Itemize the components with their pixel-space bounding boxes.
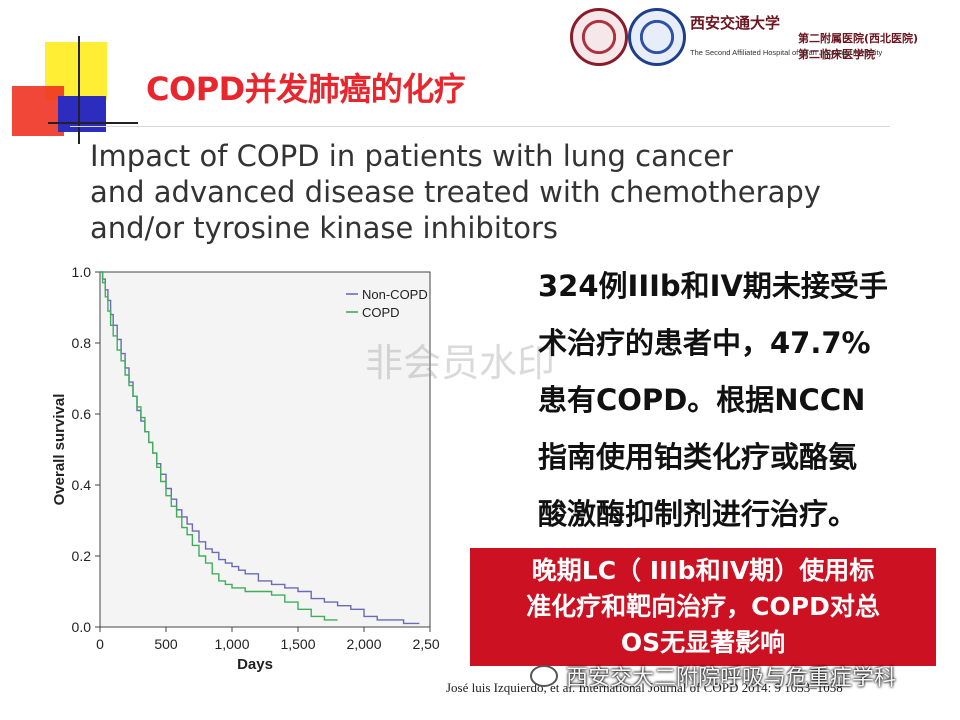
x-tick-label: 2,500 <box>412 636 440 652</box>
wechat-watermark-text: 西安交大二附院呼吸与危重症学科 <box>566 666 897 691</box>
member-watermark: 非会员水印 <box>365 341 556 385</box>
hospital-name-en: The Second Affiliated Hospital of Xi'an … <box>690 48 883 57</box>
y-tick-label: 0.0 <box>72 619 92 635</box>
decorative-red-square <box>12 86 64 136</box>
conclusion-line-1: 晚期LC（ IIIb和IV期）使用标 <box>531 556 875 585</box>
x-tick-label: 1,000 <box>214 636 249 652</box>
hospital-dept-cn: 第二附属医院(西北医院) 第二临床医学院 <box>798 30 918 62</box>
legend-label: Non-COPD <box>362 287 428 302</box>
y-axis-label: Overall survival <box>51 394 68 506</box>
hospital-name-cn: 西安交通大学 <box>690 14 781 32</box>
decorative-horizontal-line <box>48 122 138 124</box>
plot-area <box>99 271 431 628</box>
x-tick-label: 500 <box>154 636 178 652</box>
x-axis-label: Days <box>237 656 273 673</box>
y-tick-label: 1.0 <box>72 264 92 280</box>
paper-title-line-3: and/or tyrosine kinase inhibitors <box>90 211 559 245</box>
series-line-non-copd <box>100 271 420 625</box>
wechat-watermark: 西安交大二附院呼吸与危重症学科 <box>530 660 896 692</box>
wechat-icon <box>530 665 558 687</box>
x-tick-label: 1,500 <box>280 636 315 652</box>
y-tick-label: 0.2 <box>72 548 92 564</box>
survival-chart: 0.0 0.2 0.4 0.6 0.8 1.0 0 500 1,000 1,500 2,000 2,5… <box>51 264 440 673</box>
university-seal-icon <box>570 8 628 66</box>
conclusion-line-2: 准化疗和靶向治疗，COPD对总 <box>526 592 880 621</box>
hospital-seal-icon <box>628 8 686 66</box>
paper-title-line-1: Impact of COPD in patients with lung can… <box>90 139 733 173</box>
summary-line-5: 酸激酶抑制剂进行治疗。 <box>538 497 858 531</box>
y-tick-label: 0.8 <box>72 335 92 351</box>
x-tick-label: 0 <box>96 636 104 652</box>
summary-text: 324例IIIb和IV期未接受手 术治疗的患者中，47.7% 患有COPD。根据… <box>538 258 938 543</box>
hospital-dept-line-2: 第二临床医学院 <box>798 48 875 61</box>
x-tick-label: 2,000 <box>346 636 381 652</box>
decorative-vertical-line <box>78 36 80 144</box>
slide-title: COPD并发肺癌的化疗 <box>146 70 466 108</box>
summary-line-2: 术治疗的患者中，47.7% <box>538 326 871 360</box>
hospital-logo-block: 西安交通大学 第二附属医院(西北医院) 第二临床医学院 The Second A… <box>568 8 958 66</box>
paper-title: Impact of COPD in patients with lung can… <box>90 138 890 246</box>
title-underline <box>70 126 890 127</box>
legend-label: COPD <box>362 305 400 320</box>
summary-line-1: 324例IIIb和IV期未接受手 <box>538 269 888 303</box>
conclusion-box: 晚期LC（ IIIb和IV期）使用标 准化疗和靶向治疗，COPD对总 OS无显著… <box>470 548 936 666</box>
y-tick-label: 0.6 <box>72 406 92 422</box>
conclusion-line-3: OS无显著影响 <box>620 628 786 657</box>
series-line-copd <box>100 271 338 621</box>
hospital-dept-line-1: 第二附属医院(西北医院) <box>798 32 919 45</box>
y-tick-label: 0.4 <box>72 477 92 493</box>
summary-line-4: 指南使用铂类化疗或酪氨 <box>538 440 858 474</box>
paper-title-line-2: and advanced disease treated with chemot… <box>90 175 821 209</box>
summary-line-3: 患有COPD。根据NCCN <box>538 383 866 417</box>
